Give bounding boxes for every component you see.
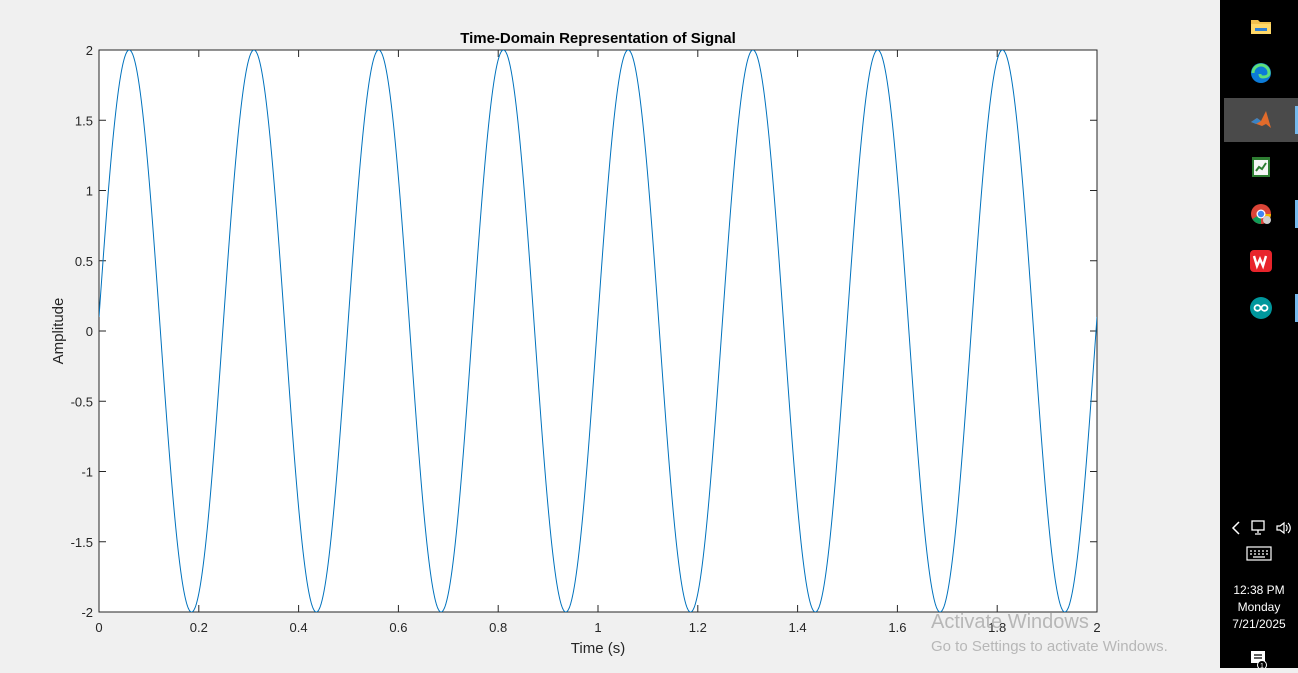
y-tick-label: 2 (86, 43, 93, 58)
x-tick-label: 1.4 (789, 620, 807, 635)
x-tick-label: 1.2 (689, 620, 707, 635)
clock-date: 7/21/2025 (1232, 617, 1286, 631)
x-tick-label: 1 (594, 620, 601, 635)
taskbar-arduino[interactable] (1224, 286, 1298, 330)
running-indicator (1295, 106, 1298, 134)
y-tick-label: 1.5 (75, 113, 93, 128)
system-tray (1220, 518, 1298, 538)
matlab-icon (1251, 111, 1271, 128)
y-axis-label: Amplitude (50, 298, 67, 365)
taskbar-chrome[interactable] (1224, 192, 1298, 236)
clock[interactable]: 12:38 PM Monday 7/21/2025 (1220, 582, 1298, 633)
x-tick-label: 0.2 (190, 620, 208, 635)
edge-icon (1251, 63, 1271, 83)
clock-time: 12:38 PM (1233, 583, 1285, 597)
notification-count: 1 (1260, 663, 1264, 668)
arduino-icon (1250, 297, 1272, 319)
running-indicator (1295, 200, 1298, 228)
x-tick-label: 1.6 (888, 620, 906, 635)
y-tick-labels: 2 1.5 1 0.5 0 -0.5 -1 -1.5 -2 (71, 43, 93, 620)
notification-icon: 1 (1251, 651, 1267, 670)
x-tick-label: 2 (1093, 620, 1100, 635)
signal-line (99, 50, 1097, 612)
notification-center-button[interactable]: 1 (1249, 650, 1269, 670)
wps-office-icon (1250, 250, 1272, 272)
axes-box (98, 49, 1098, 613)
plot-canvas: 0 0.2 0.4 0.6 0.8 1 1.2 1.4 1.6 1.8 2 2 1.5 1 0.5 0 -0.… (50, 30, 1101, 657)
y-tick-label: 0.5 (75, 254, 93, 269)
y-tick-label: 0 (86, 324, 93, 339)
taskbar-wps-office[interactable] (1224, 239, 1298, 283)
tick-marks (98, 49, 1098, 613)
x-tick-label: 0 (95, 620, 102, 635)
clock-day: Monday (1237, 600, 1281, 614)
y-tick-label: -1 (81, 465, 93, 480)
y-tick-label: -1.5 (71, 535, 93, 550)
y-tick-label: -2 (81, 605, 93, 620)
show-hidden-icons-chevron-icon[interactable] (1226, 518, 1246, 538)
network-icon[interactable] (1250, 518, 1270, 538)
x-tick-label: 0.6 (389, 620, 407, 635)
x-tick-label: 1.8 (988, 620, 1006, 635)
volume-icon[interactable] (1274, 518, 1294, 538)
x-tick-labels: 0 0.2 0.4 0.6 0.8 1 1.2 1.4 1.6 1.8 2 (95, 620, 1100, 635)
app-icon (1252, 157, 1270, 177)
taskbar-file-explorer[interactable] (1224, 5, 1298, 49)
taskbar-app[interactable] (1224, 145, 1298, 189)
x-tick-label: 0.8 (489, 620, 507, 635)
running-indicator (1295, 294, 1298, 322)
file-explorer-icon (1251, 20, 1271, 34)
figure-window: 0 0.2 0.4 0.6 0.8 1 1.2 1.4 1.6 1.8 2 2 1.5 1 0.5 0 -0.… (50, 30, 1101, 657)
x-tick-label: 0.4 (290, 620, 308, 635)
taskbar-edge[interactable] (1224, 51, 1298, 95)
y-tick-label: -0.5 (71, 394, 93, 409)
chrome-icon (1251, 204, 1271, 224)
x-axis-label: Time (s) (571, 640, 625, 657)
taskbar-matlab[interactable] (1224, 98, 1298, 142)
plot-title: Time-Domain Representation of Signal (460, 30, 736, 47)
y-tick-label: 1 (86, 184, 93, 199)
touch-keyboard-icon[interactable] (1246, 545, 1272, 563)
taskbar: 12:38 PM Monday 7/21/2025 1 (1220, 0, 1298, 670)
